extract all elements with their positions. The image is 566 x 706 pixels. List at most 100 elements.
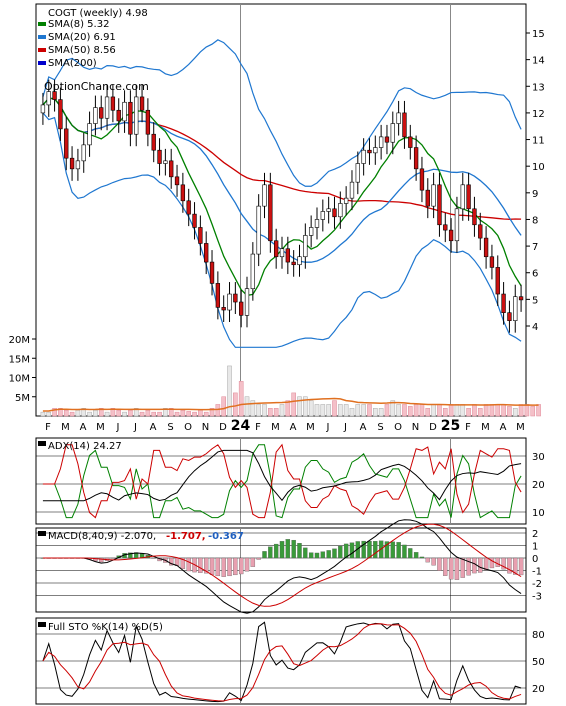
candle-body	[396, 112, 401, 124]
macd-histogram-bar	[279, 541, 285, 559]
macd-histogram-bar	[349, 542, 355, 559]
sto-tick-label: 20	[532, 684, 545, 695]
volume-bar	[203, 411, 209, 417]
candle-body	[349, 181, 355, 199]
volume-bar	[250, 400, 256, 417]
macd-histogram-bar	[320, 551, 326, 559]
volume-bar	[407, 406, 413, 417]
candle-body	[513, 296, 518, 321]
volume-bar	[338, 404, 343, 417]
macd-histogram-bar	[448, 557, 454, 580]
sto-tick-label: 50	[532, 657, 545, 668]
volume-bar	[221, 396, 226, 417]
macd-histogram-bar	[209, 557, 215, 575]
macd-histogram-bar	[198, 557, 203, 573]
macd-histogram-bar	[326, 550, 331, 559]
x-tick-label: S	[167, 422, 173, 433]
volume-bar	[268, 408, 273, 417]
volume-bar	[378, 408, 384, 417]
candle-body	[495, 267, 500, 295]
candle-body	[46, 91, 51, 106]
candle-body	[192, 213, 197, 228]
candle-body	[145, 109, 151, 135]
macd-histogram-bar	[413, 552, 419, 559]
bollinger-upper	[42, 39, 522, 187]
watermark: OptionChance.com	[44, 80, 149, 93]
price-tick-label: 5	[532, 295, 538, 306]
macd-histogram-bar	[215, 557, 221, 577]
macd-value-3: -0.367	[208, 531, 244, 542]
x-tick-label: J	[116, 422, 120, 433]
candle-body	[489, 256, 495, 268]
volume-bar	[472, 404, 477, 417]
candle-body	[256, 205, 261, 255]
volume-bar	[145, 409, 151, 417]
volume-average-line	[42, 397, 539, 412]
x-tick-label: M	[96, 422, 105, 433]
candle-body	[274, 240, 279, 258]
candle-body	[244, 288, 250, 316]
macd-histogram-bar	[227, 557, 232, 577]
adx-minus-di	[42, 443, 522, 519]
candle-body	[373, 147, 378, 154]
volume-bar	[110, 408, 116, 417]
volume-bar	[297, 396, 302, 417]
volume-bar	[128, 409, 133, 417]
volume-bar	[69, 411, 75, 417]
candle-body	[233, 293, 238, 303]
candle-body	[378, 136, 384, 148]
macd-histogram-bar	[518, 557, 524, 576]
macd-histogram-bar	[472, 557, 477, 574]
volume-bar	[530, 406, 536, 417]
macd-histogram-bar	[361, 540, 366, 559]
sto-d-line	[42, 623, 522, 702]
adx-panel	[35, 437, 527, 525]
candle-body	[425, 189, 430, 207]
x-tick-label: O	[394, 422, 402, 433]
volume-bar	[489, 404, 495, 417]
candle-body	[518, 296, 524, 301]
x-tick-label: A	[500, 422, 507, 433]
macd-histogram-bar	[437, 557, 442, 571]
volume-bar	[81, 408, 87, 417]
volume-bar	[524, 404, 530, 417]
candle-body	[93, 107, 98, 124]
volume-bar	[215, 404, 221, 417]
volume-bar	[477, 408, 483, 417]
volume-tick-label: 20M	[9, 335, 30, 346]
price-tick-label: 13	[532, 82, 545, 93]
x-tick-label: J	[133, 422, 137, 433]
volume-bar	[291, 392, 296, 417]
volume-bar	[367, 404, 372, 417]
volume-bar	[390, 400, 396, 417]
adx-tick-label: 10	[532, 508, 545, 519]
macd-histogram-bar	[128, 552, 133, 559]
volume-bar	[256, 404, 261, 417]
x-tick-label: 25	[441, 418, 460, 434]
volume-bar	[75, 409, 81, 417]
volume-bar	[460, 404, 466, 417]
volume-bar	[483, 404, 489, 417]
macd-histogram-bar	[303, 547, 308, 559]
macd-tick-label: 0	[532, 554, 538, 565]
adx-title-group: ADX(14) 24.27	[38, 441, 122, 452]
chart-title: COGT (weekly) 4.98	[48, 8, 148, 19]
x-tick-label: D	[219, 422, 227, 433]
volume-bar	[343, 404, 349, 417]
volume-bar	[168, 408, 174, 417]
macd-title-group: MACD(8,40,9) -2.070, -1.707, -0.367	[38, 531, 244, 542]
candle-body	[186, 200, 191, 215]
macd-histogram-bar	[308, 552, 314, 559]
candle-body	[285, 248, 290, 263]
volume-bar	[104, 411, 110, 417]
volume-bar	[163, 408, 168, 417]
price-tick-label: 14	[532, 56, 545, 67]
candle-body	[110, 96, 116, 111]
macd-histogram-bar	[373, 541, 378, 559]
sto-title: Full STO %K(14) %D(5)	[48, 622, 163, 633]
volume-bar	[507, 406, 512, 417]
volume-bar	[262, 404, 267, 417]
volume-bar	[122, 411, 127, 417]
volume-bar	[332, 400, 337, 417]
candle-body	[472, 208, 477, 226]
